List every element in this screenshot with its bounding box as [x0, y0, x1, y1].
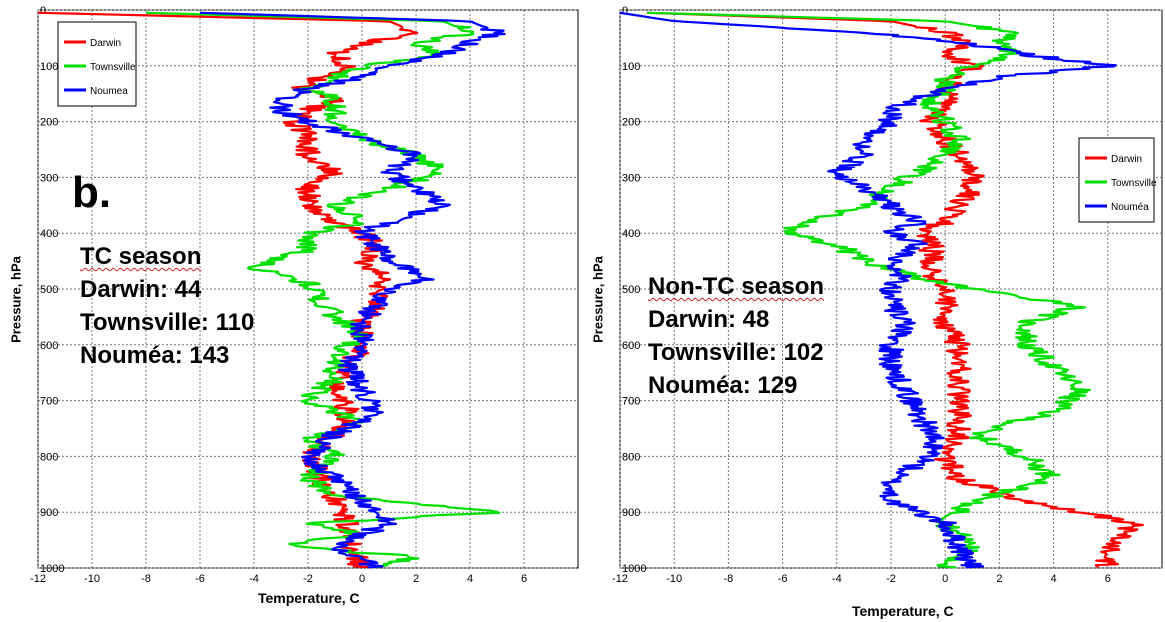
series-line-noumea [199, 11, 506, 569]
season-text: TC season [80, 243, 202, 270]
y-tick-label: 700 [40, 396, 58, 408]
legend-label: Noumea [90, 86, 128, 97]
y-tick-label: 100 [40, 61, 58, 73]
x-tick-label: -10 [84, 573, 100, 585]
x-axis-label: Temperature, C [852, 603, 954, 619]
x-tick-label: 0 [942, 573, 948, 585]
y-tick-label: 400 [622, 228, 640, 240]
x-tick-label: -12 [612, 573, 628, 585]
x-tick-label: -8 [724, 573, 734, 585]
x-tick-label: 6 [1105, 573, 1111, 585]
x-tick-label: 4 [1051, 573, 1057, 585]
panel-non-tc-season: Pressure, hPa Temperature, C -12 -10 -8 -6-… [582, 0, 1165, 622]
x-tick-label: -10 [666, 573, 682, 585]
y-tick-label: 400 [40, 228, 58, 240]
y-tick-label: 100 [622, 61, 640, 73]
x-tick-label: -6 [195, 573, 205, 585]
panel-letter: b. [72, 168, 112, 217]
x-tick-label: -6 [778, 573, 788, 585]
count-townsville: Townsville: 102 [648, 339, 824, 366]
sample-count-annotation: TC season Darwin: 44 Townsville: 110 Nou… [80, 240, 254, 372]
count-darwin: Darwin: 44 [80, 276, 202, 303]
count-noumea: Nouméa: 143 [80, 342, 230, 369]
series-line-darwin [647, 11, 1144, 569]
legend-label: Townsville [1111, 178, 1157, 189]
season-label: Non-TC season [648, 270, 824, 303]
series-line-townsville [647, 11, 1091, 569]
season-text: Non-TC season [648, 273, 825, 300]
legend-label: Darwin [90, 38, 121, 49]
x-tick-label: -2 [303, 573, 313, 585]
x-tick-label: 2 [413, 573, 419, 585]
y-tick-label: 600 [40, 340, 58, 352]
panel-tc-season: Pressure, hPa Temperature, C -12 -10 -8 -6-… [0, 0, 582, 622]
y-tick-label: 300 [622, 172, 640, 184]
y-tick-label: 700 [622, 396, 640, 408]
legend-box [57, 21, 137, 107]
season-label: TC season [80, 240, 254, 273]
x-tick-label: 2 [996, 573, 1002, 585]
x-tick-label: 4 [467, 573, 473, 585]
sample-count-annotation: Non-TC season Darwin: 48 Townsville: 102… [648, 270, 824, 402]
y-tick-label: 800 [622, 451, 640, 463]
y-tick-label: 0 [40, 5, 46, 17]
x-tick-label: 6 [521, 573, 527, 585]
y-tick-label: 200 [622, 117, 640, 129]
legend-label: Nouméa [1111, 202, 1149, 213]
chart-svg-tc: -12 -10 -8 -6 -4 -2 0 2 4 6 0 100 200 300 400 500 600 700… [30, 5, 579, 585]
x-tick-label: -4 [832, 573, 842, 585]
legend-label: Darwin [1111, 154, 1142, 165]
x-tick-label: -4 [249, 573, 259, 585]
y-tick-label: 1000 [40, 563, 64, 575]
y-tick-label: 900 [622, 507, 640, 519]
y-tick-label: 500 [622, 284, 640, 296]
y-tick-label: 600 [622, 340, 640, 352]
count-noumea: Nouméa: 129 [648, 372, 798, 399]
x-tick-label: -12 [30, 573, 46, 585]
count-darwin: Darwin: 48 [648, 306, 770, 333]
series-line-townsville [145, 11, 501, 569]
y-tick-label: 500 [40, 284, 58, 296]
legend-box [1078, 137, 1155, 223]
y-tick-label: 0 [622, 5, 628, 17]
x-tick-label: -8 [141, 573, 151, 585]
x-axis-label: Temperature, C [258, 590, 360, 606]
chart-svg-non-tc: -12 -10 -8 -6 -4 -2 0 2 4 6 0 100 200 300 400 500 600 700… [612, 5, 1163, 585]
y-tick-label: 800 [40, 451, 58, 463]
x-tick-label: -2 [886, 573, 896, 585]
x-tick-label: 0 [359, 573, 365, 585]
y-tick-label: 200 [40, 117, 58, 129]
series-line-nouma [619, 11, 1117, 569]
legend-label: Townsville [90, 62, 136, 73]
count-townsville: Townsville: 110 [80, 309, 255, 336]
y-tick-label: 300 [40, 172, 58, 184]
y-tick-label: 1000 [622, 563, 646, 575]
y-tick-label: 900 [40, 507, 58, 519]
